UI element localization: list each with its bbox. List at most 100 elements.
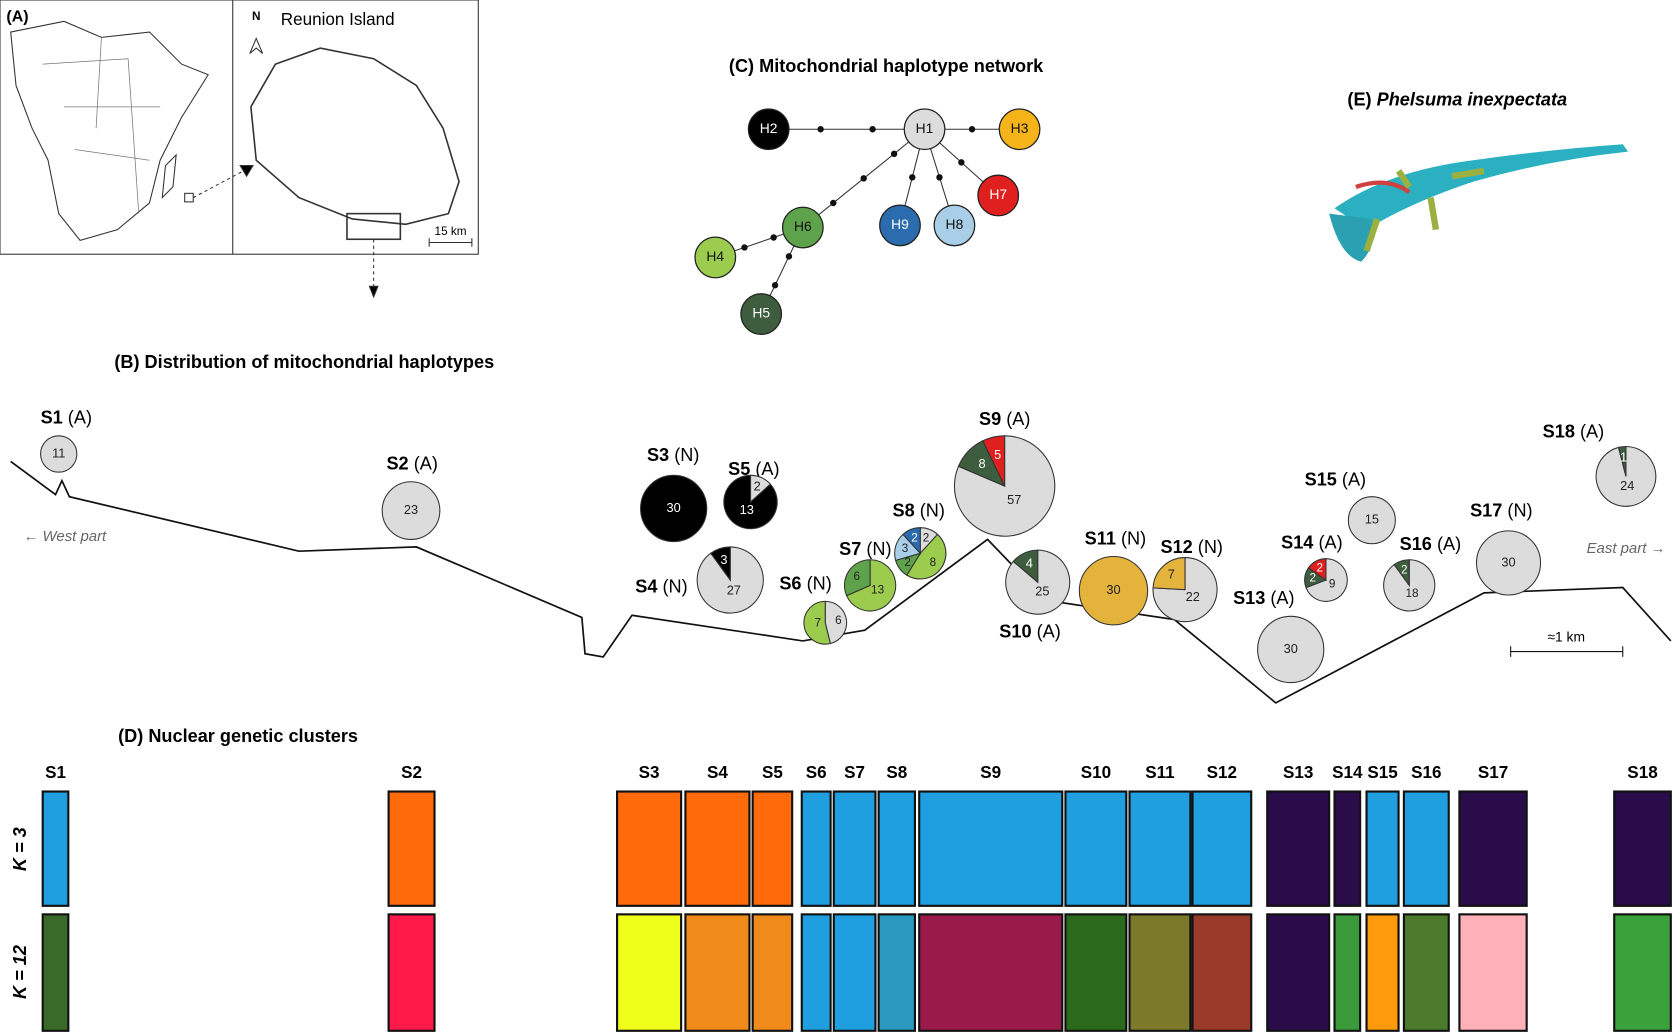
k3-block bbox=[1128, 790, 1192, 907]
pie-count: 6 bbox=[835, 614, 842, 627]
haplotype-label: H6 bbox=[794, 218, 812, 234]
pie-slice bbox=[1475, 530, 1542, 596]
haplotype-node bbox=[747, 108, 790, 151]
pie-count: 22 bbox=[1186, 589, 1200, 604]
k12-block bbox=[616, 913, 683, 1032]
island-label: Reunion Island bbox=[281, 10, 395, 29]
pie-slice bbox=[1152, 557, 1186, 591]
cluster-site-label: S15 bbox=[1367, 763, 1398, 782]
network: H1 H2 H3 H7 H8 H9 H6 H4 H5 bbox=[694, 108, 1041, 335]
mutation-dot bbox=[830, 199, 837, 207]
k12-block bbox=[1064, 913, 1128, 1032]
cluster-site-label: S7 bbox=[844, 763, 865, 782]
k12-block bbox=[387, 913, 436, 1032]
mutation-dot bbox=[968, 126, 976, 133]
k12-block bbox=[1458, 913, 1528, 1032]
site-status: (N) bbox=[920, 500, 945, 520]
pie-count: 30 bbox=[1284, 641, 1298, 656]
k12-block bbox=[1333, 913, 1362, 1032]
site-status: (N) bbox=[866, 539, 891, 559]
pie-count: 24 bbox=[1620, 478, 1634, 493]
cluster-site-label: S6 bbox=[806, 763, 827, 782]
site-label: S14 (A) bbox=[1281, 532, 1342, 552]
pie-count: 5 bbox=[994, 447, 1001, 462]
study-area-box bbox=[346, 212, 402, 241]
pie-slice bbox=[723, 474, 778, 530]
panel-label: (E) bbox=[1347, 89, 1371, 109]
pie-count: 25 bbox=[1035, 584, 1049, 599]
k12-block bbox=[1613, 913, 1672, 1032]
pie-count: 2 bbox=[754, 478, 761, 493]
pie-count: 23 bbox=[404, 502, 418, 517]
scale-bar bbox=[428, 238, 473, 247]
site-label: S11 (N) bbox=[1085, 528, 1146, 548]
mutation-dot bbox=[771, 282, 779, 289]
k3-block bbox=[1333, 790, 1362, 907]
cluster-site-label: S3 bbox=[639, 763, 660, 782]
africa-outline bbox=[10, 20, 209, 241]
k3-block bbox=[684, 790, 751, 907]
site-name: S10 bbox=[999, 621, 1031, 641]
pie-count: 9 bbox=[1329, 577, 1336, 590]
k-label: K = 3 bbox=[10, 827, 30, 871]
pie-slice bbox=[1347, 496, 1396, 545]
site-label: S16 (A) bbox=[1400, 534, 1461, 554]
north-label: N bbox=[252, 10, 260, 23]
pie-count: 18 bbox=[1405, 587, 1419, 600]
pie-slice bbox=[845, 559, 897, 612]
site-status: (A) bbox=[1437, 534, 1461, 554]
site-label: S12 (N) bbox=[1160, 537, 1222, 557]
k12-block bbox=[800, 913, 832, 1032]
west-label: ← West part bbox=[23, 528, 107, 545]
haplotype-node bbox=[977, 174, 1020, 217]
mutation-dot bbox=[936, 174, 943, 181]
k3-block bbox=[1266, 790, 1331, 907]
k12-block bbox=[1365, 913, 1400, 1032]
cluster-site-label: S5 bbox=[762, 763, 783, 782]
north-arrow bbox=[249, 37, 264, 54]
site-label: S9 (A) bbox=[979, 409, 1030, 429]
site-name: S6 bbox=[779, 573, 801, 593]
k12-block bbox=[1266, 913, 1331, 1032]
site-name: S4 bbox=[635, 576, 657, 596]
haplotype-node bbox=[933, 204, 976, 247]
haplotype-label: H5 bbox=[752, 305, 770, 321]
scale-bar bbox=[1510, 646, 1624, 657]
k3-block bbox=[1458, 790, 1528, 907]
map-frame bbox=[0, 0, 479, 255]
k12-block bbox=[877, 913, 917, 1032]
haplotype-node bbox=[903, 108, 946, 151]
pie-count: 6 bbox=[854, 570, 861, 583]
haplotype-label: H9 bbox=[891, 216, 909, 232]
site-status: (A) bbox=[414, 453, 438, 473]
site-name: S3 bbox=[647, 445, 669, 465]
k3-block bbox=[1613, 790, 1672, 907]
site-label: S13 (A) bbox=[1233, 588, 1294, 608]
gecko bbox=[1329, 144, 1629, 262]
site-label: S7 (N) bbox=[839, 539, 891, 559]
haplotype-node bbox=[879, 204, 921, 247]
pie-slice bbox=[1257, 615, 1325, 684]
site-name: S12 bbox=[1160, 537, 1192, 557]
scale-label: ≈1 km bbox=[1547, 628, 1585, 644]
pie-slice bbox=[1617, 445, 1627, 477]
pie-slice bbox=[1393, 559, 1410, 588]
site-status: (N) bbox=[1121, 528, 1146, 548]
pie-count: 2 bbox=[1401, 563, 1408, 576]
locator-box bbox=[184, 192, 194, 203]
pie-slice bbox=[1078, 555, 1149, 626]
pie-slice bbox=[982, 435, 1006, 487]
coastline bbox=[10, 460, 1672, 704]
borders bbox=[42, 37, 161, 214]
k12-block bbox=[832, 913, 877, 1032]
arrow bbox=[368, 285, 379, 299]
site-status: (N) bbox=[674, 445, 699, 465]
k3-block bbox=[1402, 790, 1450, 907]
site-label: S17 (N) bbox=[1470, 500, 1532, 520]
mutation-dot bbox=[958, 159, 965, 166]
haplotype-node bbox=[781, 206, 824, 249]
scale-label: 15 km bbox=[435, 225, 467, 238]
pie-count: 2 bbox=[1317, 561, 1324, 574]
east-label: East part → bbox=[1587, 540, 1666, 557]
